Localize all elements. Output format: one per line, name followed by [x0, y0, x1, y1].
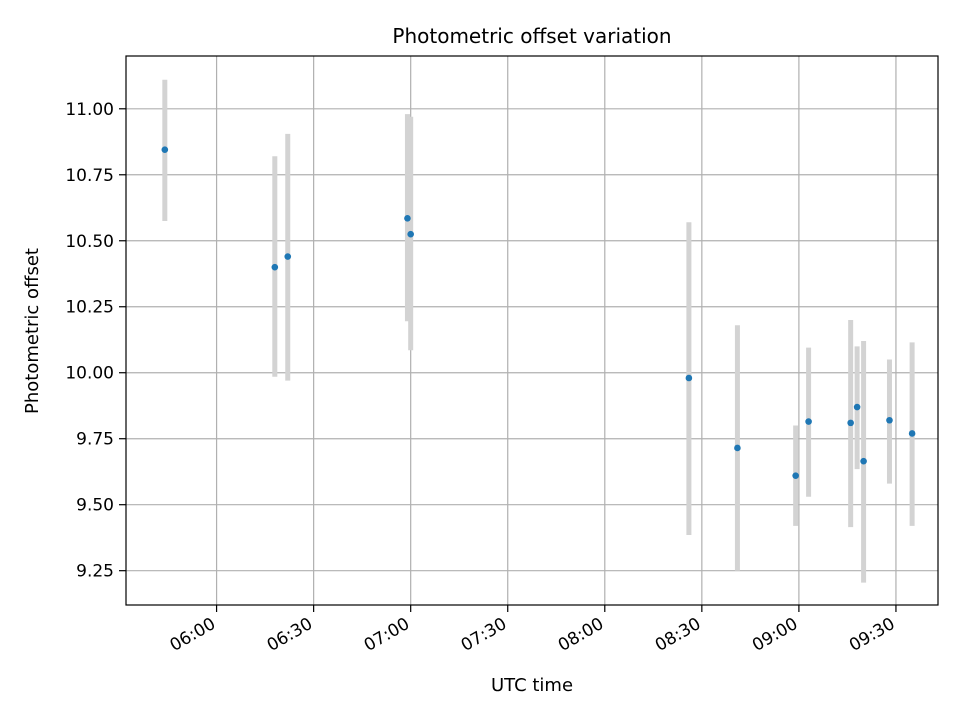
data-point [860, 457, 867, 465]
data-point [886, 416, 893, 424]
data-point [853, 403, 861, 411]
x-tick-label: 06:00 [167, 614, 219, 656]
data-point [908, 430, 916, 437]
data-point [847, 419, 854, 427]
y-axis-ticks: 9.25 9.50 9.75 10.00 10.25 10.50 10.75 11.00 [65, 100, 126, 582]
x-tick-label: 06:30 [264, 614, 316, 656]
x-tick-label: 07:30 [458, 614, 510, 656]
x-tick-label: 09:30 [846, 614, 898, 656]
plot-frame [125, 55, 939, 606]
data-points [161, 146, 916, 479]
x-tick-label: 08:30 [652, 614, 704, 656]
y-tick-label: 10.00 [65, 364, 114, 384]
x-axis-ticks: 06:00 06:30 07:00 07:30 08:00 08:30 09:00 09:30 [167, 605, 898, 656]
y-tick-label: 10.25 [65, 298, 114, 318]
grid-lines [126, 56, 938, 605]
y-tick-label: 11.00 [65, 100, 114, 120]
data-point [734, 444, 741, 452]
x-axis-label: UTC time [491, 675, 573, 696]
x-tick-label: 08:00 [555, 614, 607, 656]
y-tick-label: 9.75 [76, 430, 114, 450]
data-point [407, 230, 414, 238]
data-point [792, 472, 799, 479]
data-point [404, 215, 411, 222]
y-axis-label: Photometric offset [22, 248, 43, 414]
x-tick-label: 07:00 [361, 614, 413, 656]
data-point [805, 418, 812, 425]
data-point [685, 374, 693, 382]
x-tick-label: 09:00 [749, 614, 801, 656]
y-tick-label: 9.25 [76, 562, 114, 582]
data-point [284, 253, 292, 260]
y-tick-label: 10.50 [65, 232, 114, 252]
y-tick-label: 9.50 [76, 496, 114, 516]
data-point [271, 263, 279, 271]
data-point [161, 146, 169, 153]
chart-title: Photometric offset variation [392, 24, 671, 48]
error-bars [162, 79, 915, 583]
y-tick-label: 10.75 [65, 166, 114, 186]
